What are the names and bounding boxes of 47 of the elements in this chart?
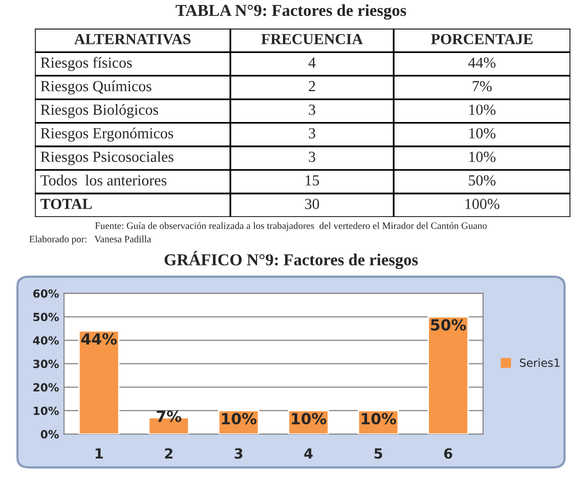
text: 3 (308, 104, 316, 115)
text: Todos los anteriores (40, 174, 166, 186)
text: 10% (469, 152, 496, 162)
y-tick-label: 40% (33, 336, 59, 345)
x-tick-label: 3 (234, 448, 242, 459)
text: 10% (222, 412, 256, 424)
y-tick-label: 60% (33, 289, 59, 298)
text: Riesgos Biológicos (40, 104, 158, 118)
text: 30 (305, 198, 320, 210)
text: 7% (472, 81, 492, 92)
x-tick-label: 1 (96, 448, 103, 459)
y-tick-label: 30% (33, 360, 59, 368)
x-tick-label: 2 (165, 448, 172, 459)
text: 10% (292, 412, 326, 424)
text: 50% (468, 175, 496, 186)
text: Riesgos Ergonómicos (40, 128, 174, 142)
text: Riesgos Psicosociales (40, 151, 174, 166)
text: 44% (81, 333, 117, 345)
y-tick-label: 50% (33, 312, 59, 322)
text: 15 (306, 175, 320, 186)
text: Riesgos físicos (40, 56, 132, 71)
text: TABLA N°9: Factores de riesgos (176, 4, 406, 20)
x-tick-label: 5 (374, 448, 382, 459)
text: 3 (308, 128, 316, 138)
y-tick-label: 10% (34, 406, 59, 415)
text: 2 (308, 81, 315, 92)
source-note: Fuente: Guía de observación realizada a los trabajadores del vertedero el Mirador del Cantón Guano (95, 222, 487, 231)
text: 4 (308, 58, 316, 68)
text: Riesgos Químicos (40, 80, 152, 94)
text: 44% (468, 57, 496, 68)
chart-title: GRÁFICO N°9: Factores de riesgos (164, 251, 418, 269)
text: ALTERNATIVAS (74, 34, 190, 44)
text: 100% (466, 198, 500, 210)
text: Elaborado por: Vanesa Padilla (29, 236, 152, 244)
y-tick-label: 0% (40, 430, 59, 438)
legend-label: Series1 (520, 358, 560, 367)
text: TOTAL (40, 198, 92, 210)
text: 10% (469, 104, 496, 115)
text: PORCENTAJE (431, 34, 532, 44)
text: 10% (469, 128, 496, 138)
text: FRECUENCIA (261, 34, 363, 44)
x-tick-label: 6 (444, 448, 452, 459)
text: 3 (308, 152, 316, 162)
x-tick-label: 4 (304, 448, 313, 459)
text: 10% (362, 412, 396, 424)
y-tick-label: 20% (33, 383, 59, 392)
text: 50% (431, 319, 466, 331)
